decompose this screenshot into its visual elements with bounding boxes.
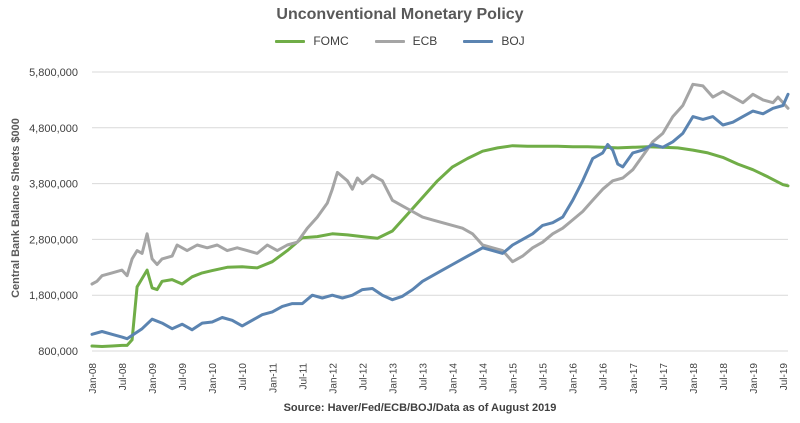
- x-tick-label: Jul-16: [599, 363, 610, 391]
- x-tick-label: Jan-16: [569, 363, 580, 394]
- legend-label-ecb: ECB: [412, 34, 438, 48]
- x-tick-label: Jan-14: [449, 363, 460, 394]
- series-line-ecb: [90, 82, 790, 286]
- y-tick-label: 3,800,000: [29, 179, 78, 191]
- legend-label-boj: BOJ: [501, 34, 525, 48]
- x-tick-label: Jul-14: [479, 363, 490, 391]
- legend-swatch-ecb: [374, 39, 405, 43]
- x-tick-label: Jan-08: [88, 363, 99, 394]
- legend-item-fomc: FOMC: [275, 34, 349, 48]
- x-tick-label: Jul-13: [418, 363, 429, 391]
- legend-label-fomc: FOMC: [313, 34, 349, 48]
- x-tick-label: Jul-15: [539, 363, 550, 391]
- legend-item-ecb: ECB: [374, 34, 438, 48]
- y-tick-label: 2,800,000: [29, 234, 78, 246]
- y-tick-label: 1,800,000: [29, 290, 78, 302]
- x-tick-label: Jan-15: [509, 363, 520, 394]
- legend-swatch-boj: [463, 39, 494, 43]
- chart-title: Unconventional Monetary Policy: [276, 6, 524, 23]
- x-tick-label: Jul-09: [178, 363, 189, 391]
- source-note: Source: Haver/Fed/ECB/BOJ/Data as of Aug…: [283, 402, 557, 414]
- y-tick-label: 5,800,000: [29, 67, 78, 79]
- chart-legend: FOMC ECB BOJ: [0, 34, 800, 48]
- x-tick-label: Jul-11: [298, 363, 309, 390]
- x-tick-label: Jul-08: [118, 363, 129, 391]
- x-tick-label: Jan-18: [689, 363, 700, 394]
- x-tick-label: Jan-17: [629, 363, 640, 394]
- legend-swatch-fomc: [275, 39, 306, 43]
- legend-item-boj: BOJ: [463, 34, 525, 48]
- y-tick-label: 800,000: [38, 346, 78, 358]
- x-tick-label: Jan-11: [268, 363, 279, 393]
- x-tick-label: Jan-09: [148, 363, 159, 394]
- series-line-boj: [90, 92, 790, 341]
- x-tick-label: Jul-10: [238, 363, 249, 391]
- x-tick-label: Jan-13: [388, 363, 399, 394]
- x-tick-label: Jul-19: [779, 363, 790, 391]
- x-tick-label: Jan-12: [328, 363, 339, 394]
- x-tick-label: Jul-12: [358, 363, 369, 391]
- x-tick-label: Jul-18: [719, 363, 730, 391]
- x-tick-label: Jan-19: [749, 363, 760, 394]
- x-tick-label: Jan-10: [208, 363, 219, 394]
- x-tick-label: Jul-17: [659, 363, 670, 391]
- y-tick-label: 4,800,000: [29, 123, 78, 135]
